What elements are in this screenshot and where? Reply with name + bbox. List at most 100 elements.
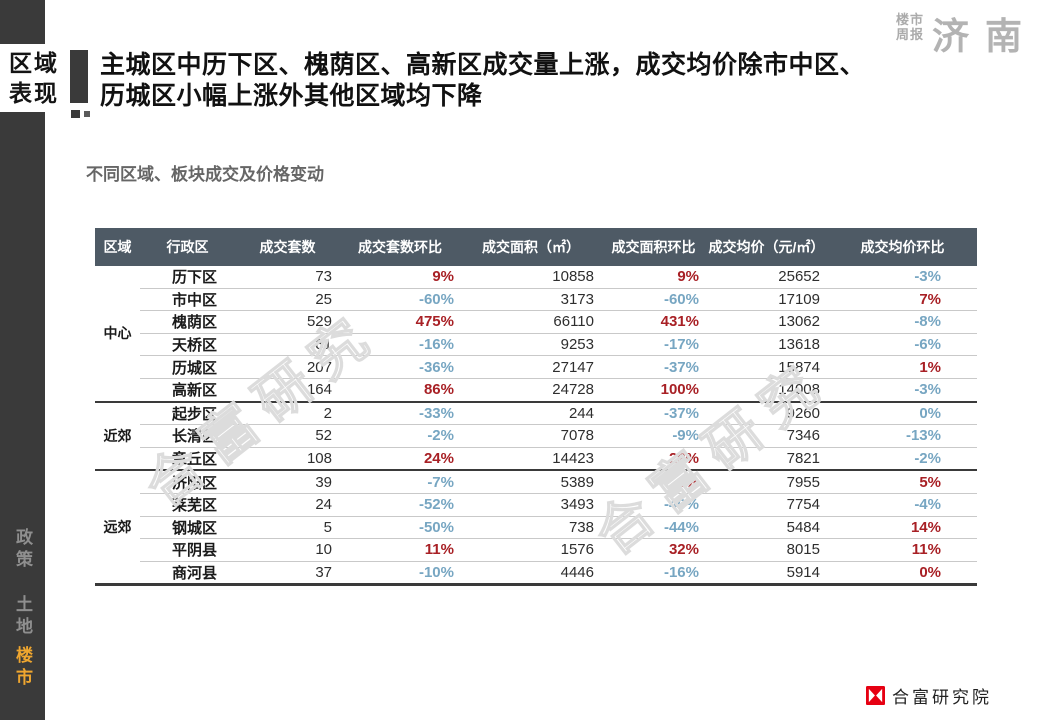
units-pct-cell: -52% <box>340 493 460 517</box>
page-title-line1: 主城区中历下区、槐荫区、高新区成交量上涨，成交均价除市中区、 <box>100 51 866 79</box>
col-header: 成交面积（㎡） <box>460 228 602 266</box>
title-accent-square <box>71 110 80 118</box>
units-cell: 529 <box>235 310 340 334</box>
area-cell: 10858 <box>460 266 602 289</box>
price-cell: 7821 <box>705 447 828 472</box>
price-pct-cell: -6% <box>828 333 977 357</box>
group-label: 远郊 <box>95 470 140 586</box>
table-row: 平阴县 10 11% 1576 32% 8015 11% <box>95 538 977 562</box>
data-table: 区域 行政区 成交套数 成交套数环比 成交面积（㎡） 成交面积环比 成交均价（元/㎡） 成交均… <box>95 228 977 587</box>
area-cell: 66110 <box>460 310 602 334</box>
area-cell: 1576 <box>460 538 602 562</box>
units-pct-cell: -60% <box>340 288 460 312</box>
price-pct-cell: -8% <box>828 310 977 334</box>
units-pct-cell: 86% <box>340 378 460 403</box>
page-title: 主城区中历下区、槐荫区、高新区成交量上涨，成交均价除市中区、 历城区小幅上涨外其… <box>100 50 1000 112</box>
district-cell: 起步区 <box>140 401 235 426</box>
sidebar-item-policy: 政策 <box>0 528 45 572</box>
units-cell: 164 <box>235 378 340 403</box>
sidebar-item-land: 土地 <box>0 595 45 639</box>
sidebar-item-housing: 楼市 <box>0 646 45 690</box>
price-pct-cell: -13% <box>828 424 977 448</box>
section-badge-line2: 表现 <box>9 80 59 106</box>
area-pct-cell: -37% <box>602 401 705 426</box>
data-table-wrap: 区域 行政区 成交套数 成交套数环比 成交面积（㎡） 成交面积环比 成交均价（元/㎡） 成交均… <box>95 228 977 587</box>
col-header: 区域 <box>95 228 140 266</box>
price-pct-cell: 5% <box>828 470 977 494</box>
units-cell: 81 <box>235 333 340 357</box>
price-pct-cell: 14% <box>828 516 977 540</box>
table-row: 高新区 164 86% 24728 100% 14008 -3% <box>95 378 977 403</box>
price-cell: 7346 <box>705 424 828 448</box>
table-row: 槐荫区 529 475% 66110 431% 13062 -8% <box>95 310 977 334</box>
table-row: 近郊 起步区 2 -33% 244 -37% 9260 0% <box>95 401 977 472</box>
area-cell: 14423 <box>460 447 602 472</box>
table-row: 市中区 25 -60% 3173 -60% 17109 7% <box>95 288 977 312</box>
units-cell: 25 <box>235 288 340 312</box>
district-cell: 莱芜区 <box>140 493 235 517</box>
area-cell: 9253 <box>460 333 602 357</box>
title-accent-bar <box>70 50 88 103</box>
price-pct-cell: 7% <box>828 288 977 312</box>
units-pct-cell: -33% <box>340 401 460 426</box>
table-row: 章丘区 108 24% 14423 29% 7821 -2% <box>95 447 977 472</box>
price-cell: 5914 <box>705 561 828 586</box>
brand-small-text: 楼市 周报 <box>896 12 924 42</box>
units-cell: 108 <box>235 447 340 472</box>
price-cell: 25652 <box>705 266 828 289</box>
sidebar-item-label: 政策 <box>13 528 32 572</box>
area-pct-cell: -16% <box>602 561 705 586</box>
page-title-line2: 历城区小幅上涨外其他区域均下降 <box>100 82 483 110</box>
table-header-row: 区域 行政区 成交套数 成交套数环比 成交面积（㎡） 成交面积环比 成交均价（元/㎡） 成交均… <box>95 228 977 266</box>
district-cell: 历城区 <box>140 355 235 379</box>
brand-city: 济南 <box>932 16 1038 57</box>
units-pct-cell: 24% <box>340 447 460 472</box>
price-cell: 9260 <box>705 401 828 426</box>
price-cell: 7754 <box>705 493 828 517</box>
district-cell: 天桥区 <box>140 333 235 357</box>
table-row: 历城区 207 -36% 27147 -37% 15874 1% <box>95 355 977 379</box>
group-label: 近郊 <box>95 401 140 472</box>
price-cell: 14008 <box>705 378 828 403</box>
units-pct-cell: 475% <box>340 310 460 334</box>
section-badge-line1: 区域 <box>9 50 59 76</box>
district-cell: 平阴县 <box>140 538 235 562</box>
units-cell: 39 <box>235 470 340 494</box>
price-pct-cell: -4% <box>828 493 977 517</box>
price-cell: 13618 <box>705 333 828 357</box>
col-header: 成交均价（元/㎡） <box>705 228 828 266</box>
brand-small-bottom: 周报 <box>895 27 924 42</box>
area-pct-cell: -60% <box>602 288 705 312</box>
units-pct-cell: -10% <box>340 561 460 586</box>
price-pct-cell: -3% <box>828 378 977 403</box>
units-pct-cell: 9% <box>340 266 460 289</box>
units-pct-cell: -16% <box>340 333 460 357</box>
col-header: 成交面积环比 <box>602 228 705 266</box>
district-cell: 高新区 <box>140 378 235 403</box>
district-cell: 市中区 <box>140 288 235 312</box>
col-header: 成交均价环比 <box>828 228 977 266</box>
district-cell: 槐荫区 <box>140 310 235 334</box>
area-pct-cell: -17% <box>602 333 705 357</box>
price-pct-cell: 0% <box>828 401 977 426</box>
col-header: 成交套数环比 <box>340 228 460 266</box>
title-accent-square <box>84 111 90 117</box>
units-pct-cell: -36% <box>340 355 460 379</box>
area-cell: 738 <box>460 516 602 540</box>
area-pct-cell: 100% <box>602 378 705 403</box>
district-cell: 历下区 <box>140 266 235 289</box>
district-cell: 济阳区 <box>140 470 235 494</box>
table-row: 钢城区 5 -50% 738 -44% 5484 14% <box>95 516 977 540</box>
area-cell: 4446 <box>460 561 602 586</box>
area-pct-cell: 32% <box>602 538 705 562</box>
district-cell: 章丘区 <box>140 447 235 472</box>
sidebar-item-label: 土地 <box>13 595 32 639</box>
area-cell: 7078 <box>460 424 602 448</box>
units-pct-cell: -2% <box>340 424 460 448</box>
col-header: 成交套数 <box>235 228 340 266</box>
area-cell: 3493 <box>460 493 602 517</box>
price-pct-cell: -3% <box>828 266 977 289</box>
area-pct-cell: 431% <box>602 310 705 334</box>
area-pct-cell: -37% <box>602 355 705 379</box>
sidebar-item-label: 楼市 <box>13 646 32 690</box>
